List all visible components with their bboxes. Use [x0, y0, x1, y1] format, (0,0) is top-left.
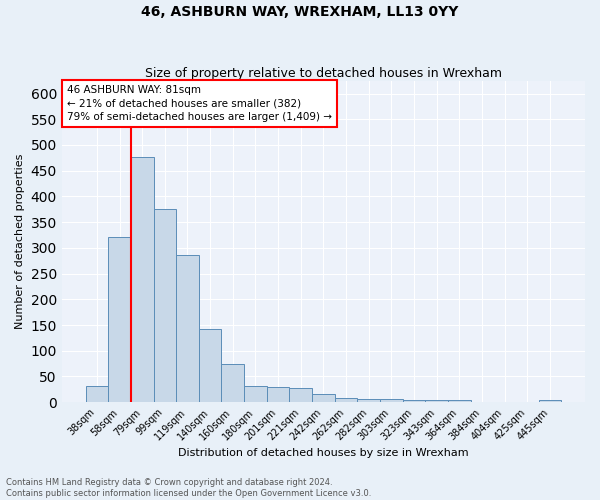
Bar — [131, 158, 154, 402]
Bar — [358, 398, 380, 402]
Text: 46 ASHBURN WAY: 81sqm
← 21% of detached houses are smaller (382)
79% of semi-det: 46 ASHBURN WAY: 81sqm ← 21% of detached … — [67, 86, 332, 122]
Bar — [199, 329, 221, 402]
Bar — [244, 386, 267, 402]
Bar — [267, 386, 289, 402]
Bar — [289, 388, 312, 402]
X-axis label: Distribution of detached houses by size in Wrexham: Distribution of detached houses by size … — [178, 448, 469, 458]
Bar — [176, 254, 199, 402]
Bar — [335, 398, 358, 402]
Text: 46, ASHBURN WAY, WREXHAM, LL13 0YY: 46, ASHBURN WAY, WREXHAM, LL13 0YY — [142, 5, 458, 19]
Bar — [425, 400, 448, 402]
Title: Size of property relative to detached houses in Wrexham: Size of property relative to detached ho… — [145, 66, 502, 80]
Bar — [403, 400, 425, 402]
Bar — [108, 236, 131, 402]
Bar — [312, 394, 335, 402]
Bar — [448, 400, 470, 402]
Bar — [154, 210, 176, 402]
Bar — [539, 400, 561, 402]
Text: Contains HM Land Registry data © Crown copyright and database right 2024.
Contai: Contains HM Land Registry data © Crown c… — [6, 478, 371, 498]
Bar — [380, 399, 403, 402]
Bar — [221, 364, 244, 402]
Y-axis label: Number of detached properties: Number of detached properties — [15, 154, 25, 329]
Bar — [86, 386, 108, 402]
